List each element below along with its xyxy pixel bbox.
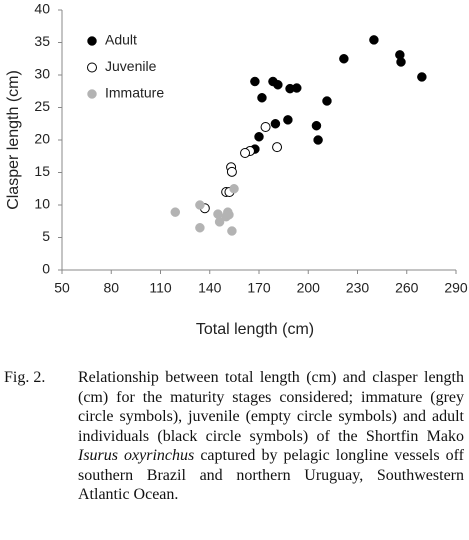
point (229, 184, 239, 194)
caption-part: Relationship between total length (cm) a… (78, 369, 468, 445)
legend-marker (87, 89, 97, 99)
point (227, 226, 237, 236)
point (417, 72, 427, 82)
point (396, 57, 406, 67)
x-tick-label: 170 (247, 280, 271, 296)
point (240, 148, 251, 158)
point (195, 223, 205, 233)
x-tick-label: 50 (54, 280, 70, 296)
x-tick-label: 80 (103, 280, 119, 296)
point (254, 132, 264, 142)
y-tick-label: 25 (34, 98, 50, 114)
point (195, 200, 205, 210)
x-axis-title: Total length (cm) (196, 321, 314, 338)
legend-marker (87, 62, 97, 73)
x-tick-label: 200 (297, 280, 321, 296)
y-axis-title: Clasper length (cm) (5, 70, 22, 210)
point (339, 54, 349, 64)
caption-part: Isurus oxyrinchus (78, 447, 195, 464)
y-tick-label: 30 (34, 66, 50, 82)
point (292, 83, 302, 93)
point (257, 93, 267, 103)
x-tick-label: 110 (149, 280, 172, 296)
point (214, 217, 225, 227)
legend-label: Juvenile (105, 58, 157, 74)
x-tick-label: 140 (198, 280, 222, 296)
y-tick-label: 35 (34, 33, 50, 49)
point (313, 135, 323, 145)
point (260, 122, 271, 132)
point (170, 207, 181, 217)
x-tick-label: 260 (395, 280, 419, 296)
caption-label: Fig. 2. (4, 369, 46, 386)
point (213, 209, 223, 219)
point (226, 166, 237, 177)
chart: Total length (cm) Clasper length (cm) 05… (5, 1, 468, 339)
point (283, 115, 293, 125)
caption-part: captured by pelagic longline vessels off… (78, 447, 468, 503)
y-tick-label: 5 (42, 228, 50, 244)
legend-label: Adult (105, 32, 137, 48)
y-tick-label: 20 (34, 131, 50, 147)
point (273, 80, 283, 90)
point (322, 96, 332, 106)
y-tick-label: 10 (34, 196, 50, 212)
caption-text: Relationship between total length (cm) a… (78, 368, 464, 505)
point (369, 35, 379, 45)
point (270, 119, 281, 129)
point (224, 210, 234, 220)
y-tick-label: 15 (34, 163, 50, 179)
point (311, 120, 322, 131)
legend-label: Immature (105, 85, 164, 101)
y-tick-label: 40 (34, 1, 50, 17)
point (250, 76, 260, 87)
x-tick-label: 290 (444, 280, 468, 296)
point (272, 142, 283, 153)
x-tick-label: 230 (346, 280, 370, 296)
legend-marker (87, 36, 97, 46)
y-tick-label: 0 (42, 261, 50, 277)
